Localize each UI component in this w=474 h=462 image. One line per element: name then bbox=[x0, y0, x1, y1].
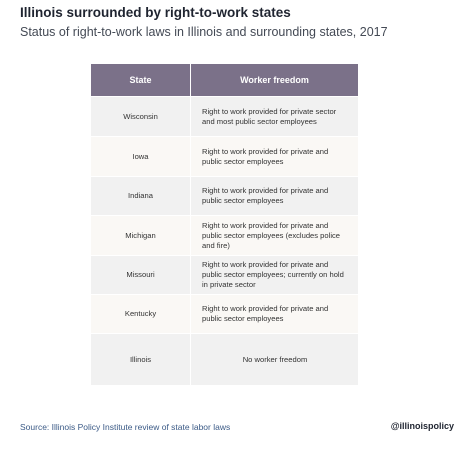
source: Source: Illinois Policy Institute review… bbox=[20, 422, 231, 432]
freedom-cell: Right to work provided for private and p… bbox=[190, 294, 359, 334]
table-row: Illinois No worker freedom bbox=[90, 333, 359, 386]
table-row: Iowa Right to work provided for private a… bbox=[90, 136, 359, 177]
table-row: Michigan Right to work provided for priva… bbox=[90, 215, 359, 256]
table: State Worker freedom Wisconsin Right to w… bbox=[90, 63, 359, 386]
freedom-cell: No worker freedom bbox=[190, 333, 359, 386]
state-cell: Iowa bbox=[90, 136, 191, 177]
table-row: Wisconsin Right to work provided for priv… bbox=[90, 96, 359, 137]
table-body: Wisconsin Right to work provided for priv… bbox=[90, 96, 359, 386]
freedom-cell: Right to work provided for private and p… bbox=[190, 255, 359, 295]
state-cell: Missouri bbox=[90, 255, 191, 295]
freedom-cell: Right to work provided for private and p… bbox=[190, 176, 359, 216]
state-cell: Michigan bbox=[90, 215, 191, 256]
column-header: State bbox=[90, 63, 191, 97]
header-row: State Worker freedom bbox=[90, 63, 359, 97]
state-cell: Indiana bbox=[90, 176, 191, 216]
freedom-cell: Right to work provided for private secto… bbox=[190, 96, 359, 137]
freedom-cell: Right to work provided for private and p… bbox=[190, 215, 359, 256]
table-row: Indiana Right to work provided for privat… bbox=[90, 176, 359, 216]
column-header: Worker freedom bbox=[190, 63, 359, 97]
state-cell: Kentucky bbox=[90, 294, 191, 334]
freedom-cell: Right to work provided for private and p… bbox=[190, 136, 359, 177]
table-row: Kentucky Right to work provided for priva… bbox=[90, 294, 359, 334]
state-cell: Illinois bbox=[90, 333, 191, 386]
handle: @illinoispolicy bbox=[390, 421, 454, 431]
state-cell: Wisconsin bbox=[90, 96, 191, 137]
subtitle: Status of right-to-work laws in Illinois… bbox=[20, 25, 388, 39]
table-row: Missouri Right to work provided for priva… bbox=[90, 255, 359, 295]
title: Illinois surrounded by right-to-work sta… bbox=[20, 5, 291, 20]
